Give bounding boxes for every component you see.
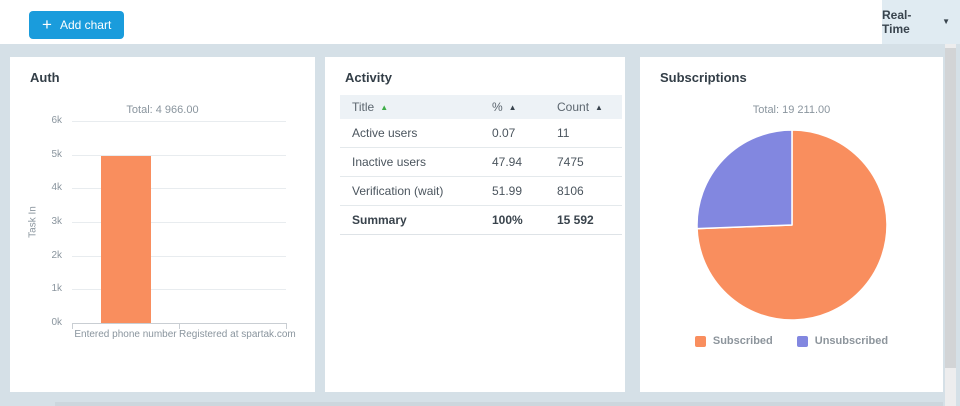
x-axis-category-label: Entered phone number <box>74 329 177 340</box>
subscriptions-pie-chart <box>696 129 888 321</box>
summary-count-cell: 15 592 <box>557 205 622 235</box>
subscriptions-chart-total: Total: 19 211.00 <box>752 104 831 116</box>
row-percent-cell: 51.99 <box>492 176 557 206</box>
bar-segment[interactable] <box>100 155 151 323</box>
legend-item-unsubscribed[interactable]: Unsubscribed <box>796 335 889 347</box>
pie-slice-subscribed[interactable] <box>696 129 888 321</box>
row-count-cell: 11 <box>557 119 622 148</box>
horizontal-scrollbar[interactable] <box>55 402 943 406</box>
summary-percent-cell: 100% <box>492 205 557 235</box>
y-axis-title: Task In <box>27 206 39 238</box>
y-axis-tick-label: 0k <box>51 317 62 328</box>
sort-asc-icon[interactable]: ▲ <box>380 103 389 112</box>
legend-swatch <box>694 335 706 347</box>
column-header-count[interactable]: Count ▲ <box>557 95 622 119</box>
plus-icon: + <box>42 14 52 34</box>
auth-bar-chart: 0k 1k 2k 3k 4k 5k 6k Task In Entered phone numbe… <box>10 57 315 392</box>
y-axis-tick-label: 2k <box>51 249 62 261</box>
column-header-[interactable]: % ▲ <box>492 95 557 119</box>
bar-chart-gridline <box>72 222 286 223</box>
auth-panel: Auth Total: 4 966.00 0k 1k 2k 3k 4k 5k 6k Task … <box>10 57 315 392</box>
top-toolbar: + Add chart <box>0 0 882 44</box>
bar-chart-gridline <box>72 255 286 257</box>
y-axis-tick-label: 3k <box>51 216 62 227</box>
legend-item-subscribed[interactable]: Subscribed <box>694 335 773 347</box>
chevron-down-icon: ▼ <box>942 17 950 26</box>
realtime-label: Real-Time <box>882 8 912 36</box>
legend-label: Subscribed <box>712 335 773 347</box>
add-chart-button[interactable]: + Add chart <box>29 11 125 39</box>
table-row: Active users 0.07 11 <box>340 119 622 148</box>
row-title-cell: Inactive users <box>340 147 492 177</box>
activity-panel-title: Activity <box>345 70 392 85</box>
column-header-label: % <box>492 100 503 114</box>
pie-slice-unsubscribed[interactable] <box>696 129 793 230</box>
sort-asc-icon[interactable]: ▲ <box>595 103 603 112</box>
row-percent-cell: 0.07 <box>492 119 557 148</box>
summary-title-cell: Summary <box>340 205 492 235</box>
activity-table-header: Title ▲% ▲ Count ▲ <box>340 95 622 119</box>
bar-chart-gridline <box>72 121 286 122</box>
y-axis-tick-label: 5k <box>51 148 62 160</box>
legend-swatch <box>796 335 808 347</box>
x-axis-tick-mark <box>72 323 73 329</box>
bar-chart-gridline <box>72 188 286 190</box>
x-axis-tick-mark <box>286 323 287 329</box>
row-count-cell: 7475 <box>557 147 622 177</box>
activity-table: Title ▲% ▲ Count ▲ Active users 0.07 11 Inactiv… <box>340 95 622 235</box>
column-header-label: Count <box>557 100 590 114</box>
column-header-label: Title <box>352 100 375 114</box>
row-title-cell: Verification (wait) <box>340 176 492 206</box>
x-axis-tick-mark <box>179 323 180 329</box>
realtime-dropdown[interactable]: Real-Time ▼ <box>882 0 960 44</box>
table-summary-row: Summary 100% 15 592 <box>340 205 622 235</box>
x-axis-category-label: Registered at spartak.com <box>179 329 296 340</box>
vertical-scrollbar-track[interactable] <box>945 44 956 406</box>
add-chart-label: Add chart <box>59 18 112 32</box>
bar-chart-gridline <box>72 289 286 291</box>
column-header-title[interactable]: Title ▲ <box>340 95 492 119</box>
sort-asc-icon[interactable]: ▲ <box>508 103 517 112</box>
subscriptions-panel-title: Subscriptions <box>660 70 747 85</box>
subscriptions-panel: Subscriptions Total: 19 211.00 Subscribe… <box>640 57 943 392</box>
y-axis-tick-label: 6k <box>51 115 62 126</box>
auth-chart-total: Total: 4 966.00 <box>126 104 199 116</box>
pie-legend: Subscribed Unsubscribed <box>640 335 943 347</box>
activity-panel: Activity Title ▲% ▲ Count ▲ Active users 0.07… <box>325 57 625 392</box>
table-row: Inactive users 47.94 7475 <box>340 147 622 177</box>
y-axis-tick-label: 4k <box>51 182 62 194</box>
bar-chart-gridline <box>72 154 286 156</box>
row-count-cell: 8106 <box>557 176 622 206</box>
table-header-row: Title ▲% ▲ Count ▲ <box>340 95 622 119</box>
table-row: Verification (wait) 51.99 8106 <box>340 176 622 206</box>
vertical-scrollbar-thumb[interactable] <box>945 48 956 368</box>
auth-panel-title: Auth <box>30 70 60 85</box>
row-title-cell: Active users <box>340 119 492 148</box>
row-percent-cell: 47.94 <box>492 147 557 177</box>
activity-table-body: Active users 0.07 11 Inactive users 47.94 747… <box>340 119 622 235</box>
y-axis-tick-label: 1k <box>51 283 62 295</box>
legend-label: Unsubscribed <box>814 335 889 347</box>
